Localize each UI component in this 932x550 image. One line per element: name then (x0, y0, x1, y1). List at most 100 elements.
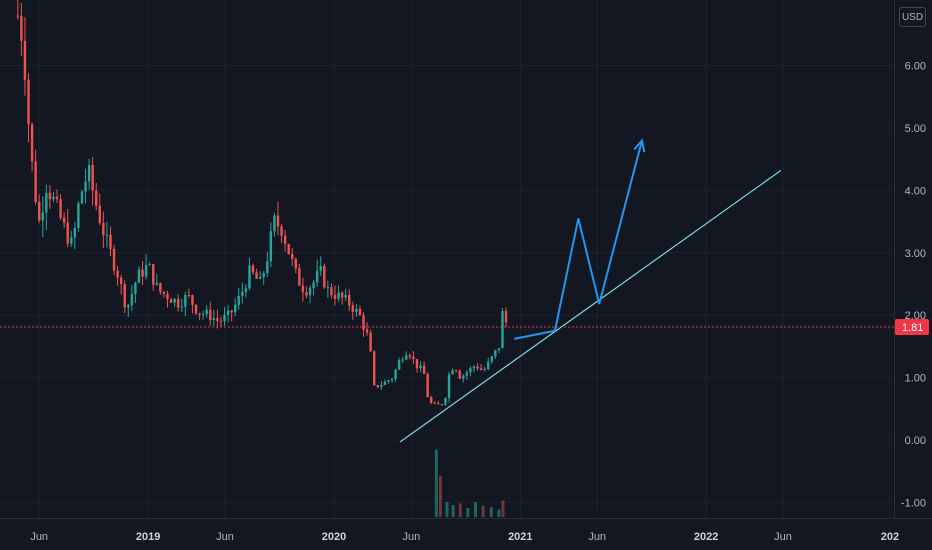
candle-body (298, 268, 301, 286)
candle-body (70, 237, 73, 244)
candle-body (209, 309, 212, 321)
candle-body (166, 293, 169, 300)
candle-body (376, 385, 379, 387)
volume-bar (497, 509, 501, 517)
volume-bar (445, 502, 449, 517)
volume-bar (451, 505, 455, 517)
candle-body (287, 243, 290, 254)
candle-body (137, 269, 141, 283)
time-scale[interactable]: Jun 2019 Jun 2020 Jun 2021 Jun 2022 Jun 202 (30, 531, 899, 543)
y-tick-label: 5.00 (905, 123, 926, 135)
candle-body (344, 295, 347, 298)
volume-bar (434, 449, 438, 517)
price-scale[interactable]: 6.005.004.003.002.001.000.00-1.00 (901, 61, 926, 510)
candle-body (351, 305, 355, 312)
projection-path[interactable] (514, 140, 643, 340)
x-tick-label: 2021 (508, 531, 532, 543)
candle-body (487, 361, 490, 370)
volume-bar (489, 507, 493, 517)
arrow-head-icon (633, 138, 646, 153)
candle-body (162, 291, 166, 294)
candle-body (248, 265, 251, 289)
volume-bar (501, 500, 505, 517)
candle-body (312, 282, 315, 289)
candlestick-series (16, 0, 508, 407)
candle-body (87, 164, 91, 182)
candle-body (112, 248, 116, 271)
candle-body (362, 315, 365, 330)
candle-body (447, 374, 451, 399)
x-tick-label: Jun (774, 531, 792, 543)
candle-body (20, 15, 23, 41)
candle-body (216, 318, 219, 321)
grid-lines (0, 0, 894, 518)
currency-button[interactable]: USD (899, 7, 926, 27)
candle-body (472, 366, 476, 369)
candle-body (237, 295, 240, 305)
candle-body (426, 374, 429, 398)
candle-body (269, 231, 273, 262)
candle-body (187, 295, 191, 297)
candle-body (226, 310, 230, 315)
volume-bar (466, 508, 470, 517)
candle-body (169, 299, 173, 303)
y-tick-label: 6.00 (905, 61, 926, 73)
x-tick-label: 2022 (694, 531, 718, 543)
candle-body (337, 292, 340, 299)
volume-bar (458, 503, 462, 517)
candle-body (258, 276, 262, 279)
candle-body (401, 359, 404, 361)
volume-bar (438, 475, 442, 517)
candle-body (38, 201, 41, 221)
x-tick-label: 202 (881, 531, 899, 543)
y-tick-label: 1.00 (905, 373, 926, 385)
candle-body (262, 273, 265, 277)
candle-body (465, 372, 469, 376)
candle-body (490, 356, 494, 362)
volume-bars (434, 449, 505, 517)
candle-body (422, 365, 426, 375)
candle-body (109, 234, 112, 249)
candle-body (52, 196, 55, 200)
candle-body (91, 164, 94, 191)
candle-body (45, 192, 48, 213)
candle-body (176, 298, 180, 308)
last-price-value: 1.81 (902, 322, 923, 334)
candle-body (48, 192, 52, 200)
y-tick-label: 0.00 (905, 435, 926, 447)
candle-body (494, 350, 497, 357)
candle-body (330, 287, 333, 296)
candle-body (380, 384, 383, 387)
candle-body (415, 358, 419, 369)
volume-bar (481, 505, 485, 517)
candle-body (41, 212, 44, 221)
candle-body (223, 314, 226, 322)
candle-body (255, 272, 258, 279)
y-tick-label: 3.00 (905, 248, 926, 260)
candle-body (280, 226, 283, 236)
candle-body (198, 313, 201, 315)
candle-body (437, 403, 440, 405)
x-tick-label: 2020 (322, 531, 346, 543)
candle-body (205, 309, 208, 315)
candle-body (348, 295, 351, 306)
support-trendline[interactable] (399, 169, 782, 443)
x-tick-label: Jun (30, 531, 48, 543)
candle-body (62, 217, 66, 223)
candle-body (141, 269, 144, 277)
candle-body (408, 355, 412, 357)
candle-body (483, 369, 486, 371)
candle-body (152, 264, 155, 285)
candle-body (454, 370, 458, 372)
candle-body (180, 306, 183, 308)
candle-body (419, 365, 422, 369)
candle-body (479, 368, 483, 370)
candle-body (230, 310, 233, 313)
candle-body (66, 222, 69, 244)
y-tick-label: 4.00 (905, 185, 926, 197)
x-tick-label: Jun (588, 531, 606, 543)
candle-body (144, 265, 148, 277)
candle-body (355, 308, 358, 312)
candle-body (430, 397, 433, 404)
